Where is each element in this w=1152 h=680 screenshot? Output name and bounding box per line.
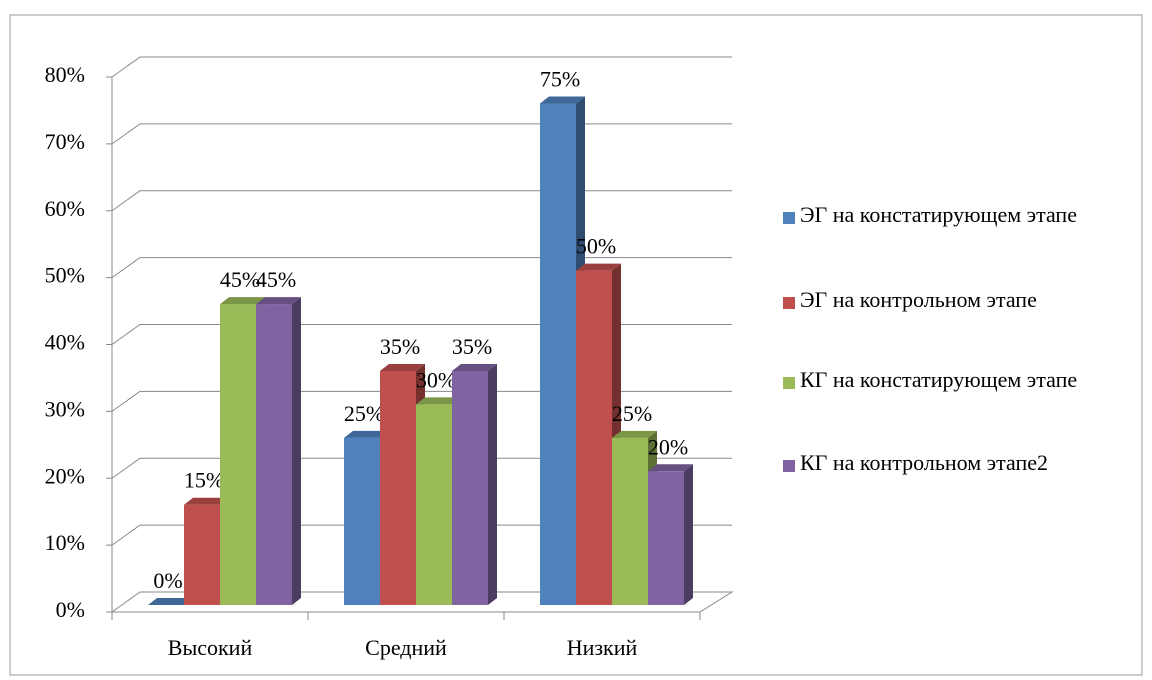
y-tick-label: 0% (56, 597, 85, 622)
legend-label: ЭГ на констатирующем этапе (800, 202, 1077, 227)
grid-line (111, 524, 732, 546)
bar-top (380, 363, 425, 371)
value-label: 20% (648, 434, 688, 459)
bar-top (540, 96, 585, 104)
value-label: 0% (153, 568, 182, 593)
y-tick-label: 10% (45, 530, 85, 555)
value-label: 50% (576, 234, 616, 259)
bar-top (648, 464, 693, 472)
bar-side (488, 363, 497, 605)
bar (576, 270, 612, 605)
grid-line (111, 190, 732, 212)
legend-swatch (783, 460, 795, 472)
bar (612, 437, 648, 605)
grid-line (111, 123, 732, 145)
value-label: 35% (452, 334, 492, 359)
bar (220, 304, 256, 605)
y-tick-label: 60% (45, 196, 85, 221)
bar (256, 304, 292, 605)
y-tick-label: 70% (45, 129, 85, 154)
legend-label: КГ на контрольном этапе2 (800, 450, 1048, 475)
grid-line (111, 457, 732, 479)
grid-line (111, 257, 732, 279)
y-tick-label: 50% (45, 263, 85, 288)
bar (416, 404, 452, 605)
bar-top (576, 263, 621, 271)
bar (344, 437, 380, 605)
grid-line (111, 390, 732, 412)
grid-line (111, 56, 732, 78)
y-tick-label: 20% (45, 463, 85, 488)
x-tick-label: Средний (365, 635, 447, 660)
value-label: 30% (416, 367, 456, 392)
value-label: 25% (612, 401, 652, 426)
bar-top (344, 430, 389, 438)
bar-top (452, 363, 497, 371)
bar (540, 103, 576, 605)
bar (648, 471, 684, 605)
x-tick-label: Высокий (168, 635, 253, 660)
bar-top (612, 430, 657, 438)
grid-line (111, 324, 732, 345)
bar-top (148, 598, 193, 605)
y-tick-label: 40% (45, 330, 85, 355)
legend-swatch (783, 212, 795, 224)
value-label: 15% (184, 468, 224, 493)
bar-top (220, 297, 265, 305)
x-tick-label: Низкий (567, 635, 638, 660)
bar-side (684, 464, 693, 605)
bar-top (184, 497, 229, 505)
legend-label: КГ на констатирующем этапе (800, 367, 1078, 392)
legend-swatch (783, 377, 795, 389)
value-label: 35% (380, 334, 420, 359)
bar-side (292, 297, 301, 605)
chart-border (9, 14, 1143, 676)
bar (184, 504, 220, 605)
value-label: 45% (220, 267, 260, 292)
value-label: 75% (540, 66, 580, 91)
value-label: 25% (344, 401, 384, 426)
bar (452, 370, 488, 605)
legend-label: ЭГ на контрольном этапе (800, 287, 1037, 312)
y-tick-label: 80% (45, 62, 85, 87)
value-label: 45% (256, 267, 296, 292)
bar-top (416, 397, 461, 405)
y-tick-label: 30% (45, 396, 85, 421)
legend-swatch (783, 297, 795, 309)
bar-top (256, 297, 301, 305)
bar (380, 370, 416, 605)
